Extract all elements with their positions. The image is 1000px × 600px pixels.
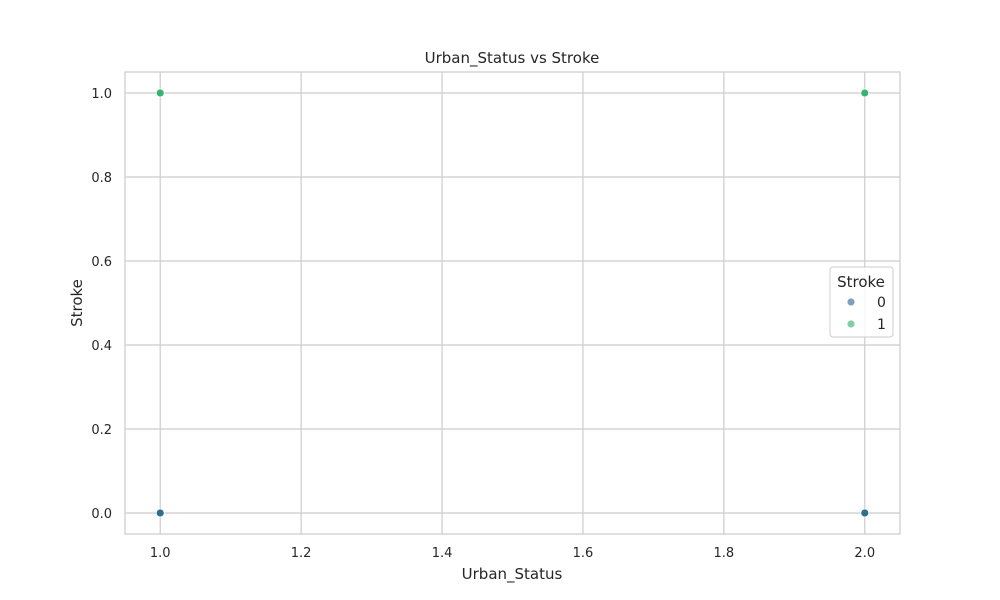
legend-title: Stroke — [837, 273, 885, 291]
legend-label-stroke-1: 1 — [877, 317, 886, 333]
plot-frame — [124, 71, 901, 535]
y-tick-label: 1.0 — [91, 87, 112, 102]
legend-box — [829, 266, 894, 338]
x-tick-label: 1.0 — [150, 546, 171, 561]
data-points — [155, 88, 870, 518]
y-tick-label: 0.0 — [91, 507, 112, 522]
y-tick-label: 0.2 — [91, 423, 112, 438]
x-tick-label: 1.4 — [432, 546, 453, 561]
x-tick-label: 1.8 — [714, 546, 735, 561]
x-tick-labels: 1.0 1.2 1.4 1.6 1.8 2.0 — [150, 546, 875, 561]
y-tick-label: 0.4 — [91, 339, 112, 354]
x-tick-label: 1.6 — [573, 546, 594, 561]
legend-marker-stroke-1 — [846, 319, 856, 329]
y-tick-labels: 0.0 0.2 0.4 0.6 0.8 1.0 — [91, 87, 112, 522]
chart-title: Urban_Status vs Stroke — [425, 49, 600, 68]
x-axis-label: Urban_Status — [462, 565, 563, 584]
x-tick-label: 2.0 — [854, 546, 875, 561]
legend-marker-stroke-0 — [846, 297, 856, 307]
scatter-point-stroke-0 — [860, 508, 870, 518]
grid-lines — [125, 72, 900, 534]
scatter-point-stroke-1 — [860, 88, 870, 98]
x-tick-label: 1.2 — [291, 546, 312, 561]
y-tick-label: 0.6 — [91, 255, 112, 270]
legend: Stroke 0 1 — [829, 266, 894, 338]
y-tick-label: 0.8 — [91, 171, 112, 186]
legend-label-stroke-0: 0 — [877, 295, 886, 311]
scatter-point-stroke-1 — [155, 88, 165, 98]
scatter-point-stroke-0 — [155, 508, 165, 518]
y-axis-label: Stroke — [68, 279, 86, 327]
